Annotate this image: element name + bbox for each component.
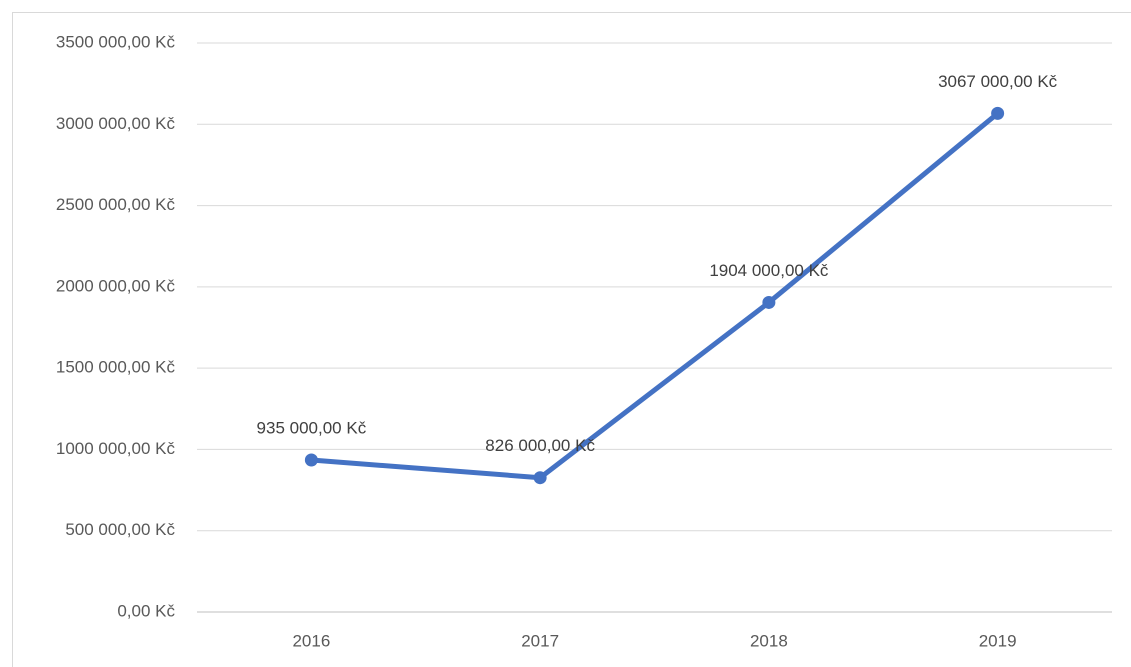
data-label: 3067 000,00 Kč [938,72,1058,91]
y-tick-label: 3500 000,00 Kč [56,32,176,51]
marker [762,295,776,309]
x-tick-label: 2019 [979,631,1017,650]
y-tick-label: 500 000,00 Kč [65,520,175,539]
x-tick-label: 2017 [521,631,559,650]
data-label: 935 000,00 Kč [257,418,367,437]
y-tick-label: 2000 000,00 Kč [56,276,176,295]
marker [304,453,318,467]
y-tick-label: 2500 000,00 Kč [56,195,176,214]
line [311,111,1000,481]
chart-frame [12,12,1131,667]
x-tick-label: 2018 [750,631,788,650]
marker [991,106,1005,120]
x-tick-label: 2016 [292,631,330,650]
y-tick-label: 1000 000,00 Kč [56,439,176,458]
marker [533,471,547,485]
data-label: 1904 000,00 Kč [709,261,829,280]
data-label: 826 000,00 Kč [485,436,595,455]
y-tick-label: 0,00 Kč [117,601,175,620]
y-tick-label: 1500 000,00 Kč [56,358,176,377]
y-tick-label: 3000 000,00 Kč [56,114,176,133]
